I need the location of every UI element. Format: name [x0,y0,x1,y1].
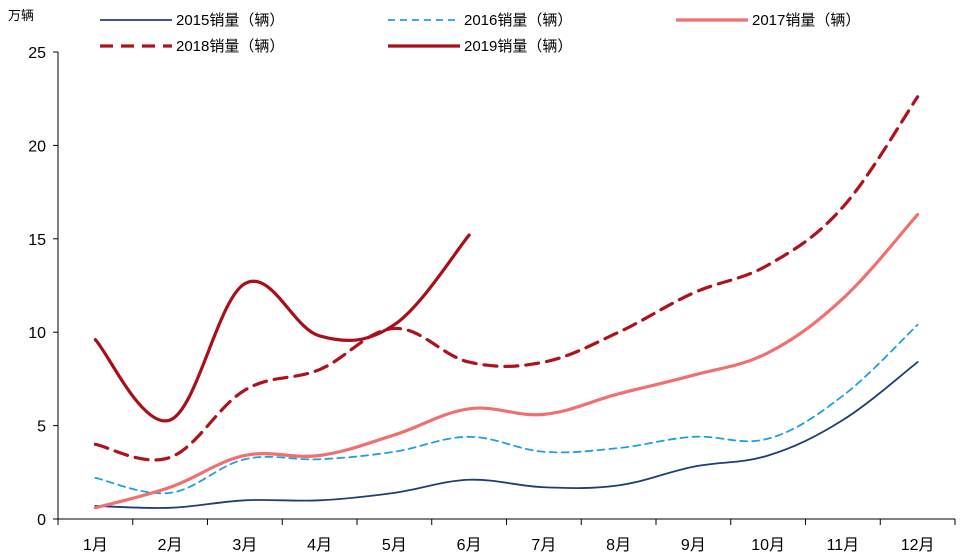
x-tick-label: 4月 [307,537,332,554]
x-tick-label: 2月 [158,537,183,554]
legend-label: 2017销量（辆） [752,12,860,29]
y-tick-label: 5 [37,419,46,436]
series-line-3 [93,95,920,462]
y-tick-label: 15 [28,232,46,249]
y-tick-label: 10 [28,325,46,342]
x-tick-label: 9月 [681,537,706,554]
legend-label: 2019销量（辆） [464,38,572,55]
y-tick-label: 25 [28,45,46,62]
x-tick-label: 5月 [382,537,407,554]
legend: 2015销量（辆） 2016销量（辆） 2017销量（辆） 2018销量（辆） 2019… [100,12,860,55]
x-tick-label: 6月 [457,537,482,554]
series-layer [93,95,920,510]
series-line-2 [93,212,920,510]
series-line-4 [93,233,471,423]
y-tick-label: 0 [37,512,46,529]
x-tick-label: 3月 [232,537,257,554]
y-tick-label: 20 [28,138,46,155]
x-tick-label: 11月 [827,537,860,554]
series-line-1 [94,323,919,495]
axes: 0 5 10 15 20 25 1月 2月 3月 4月 5月 6月 7月 8月 9月 10月 11月 12月 [28,45,956,554]
x-tick-label: 12月 [901,537,935,554]
legend-label: 2018销量（辆） [176,38,284,55]
x-tick-label: 7月 [531,537,556,554]
x-tick-label: 1月 [83,537,108,554]
legend-label: 2016销量（辆） [464,12,572,29]
legend-label: 2015销量（辆） [176,12,284,29]
series-line-0 [94,361,919,509]
x-tick-label: 8月 [606,537,631,554]
y-axis-unit-label: 万辆 [8,8,34,23]
x-tick-label: 10月 [751,537,785,554]
